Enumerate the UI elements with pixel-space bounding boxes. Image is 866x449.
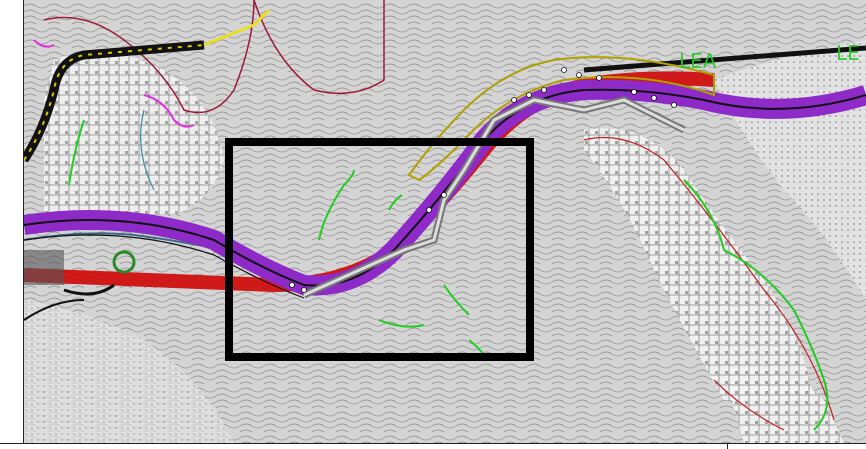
parcel-boundary-3 — [583, 136, 835, 421]
map-frame-tick — [727, 444, 728, 449]
green-line-3 — [443, 284, 470, 316]
magenta-boundary — [33, 39, 195, 128]
green-line-7 — [388, 194, 403, 211]
teal-line — [140, 109, 155, 191]
road-centerline — [24, 88, 866, 287]
road-corridor-edge — [24, 234, 305, 299]
map-canvas[interactable]: LEA LE — [24, 0, 866, 443]
corridor-outline — [407, 56, 715, 182]
road-hatched-top-left — [24, 40, 205, 163]
interchange-left — [24, 250, 136, 321]
label-lea: LEA — [679, 49, 717, 73]
label-le: LE — [836, 41, 860, 65]
river-line — [24, 232, 225, 251]
town-area-right-lower — [724, 368, 844, 443]
dotted-zone-left — [24, 300, 234, 443]
map-frame-bottom-border — [0, 443, 866, 444]
parcel-boundary-4 — [713, 379, 785, 431]
green-line-6 — [683, 179, 829, 431]
selection-rectangle[interactable] — [225, 138, 534, 361]
grey-structure-inner — [303, 98, 685, 297]
survey-points — [289, 67, 677, 293]
line-top-right — [583, 45, 866, 73]
parcel-boundary-1 — [43, 0, 255, 114]
green-line-2 — [378, 319, 425, 328]
town-area-right — [584, 128, 814, 401]
town-area-left — [44, 52, 224, 215]
parcel-boundary-2 — [253, 0, 385, 95]
yellow-line — [203, 8, 271, 47]
map-frame-left-border — [23, 0, 24, 443]
green-line-1 — [318, 169, 355, 241]
green-line-5 — [68, 119, 85, 186]
